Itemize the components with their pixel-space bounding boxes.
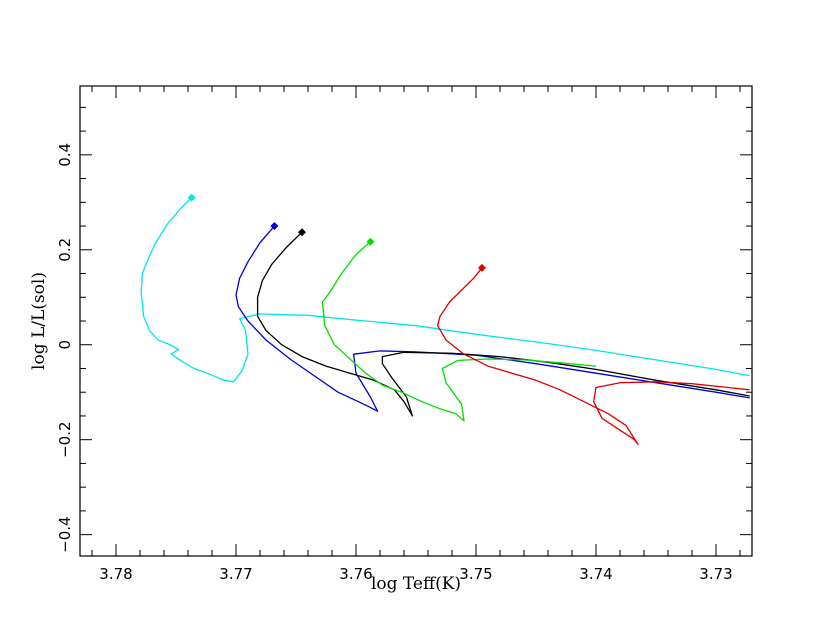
- y-tick-label: 0.2: [56, 238, 74, 262]
- tick-labels: 3.78 3.77 3.76 3.75 3.74 3.73 −0.4 −0.2 0 0.2 0.4: [56, 143, 733, 583]
- series-start-marker-3: [298, 228, 306, 237]
- series-track-1: [140, 197, 750, 383]
- series-start-marker-4: [366, 237, 375, 246]
- series-track-5: [436, 267, 750, 446]
- series-start-marker-2: [270, 222, 279, 231]
- plot-frame: [79, 85, 753, 557]
- x-tick-label: 3.73: [699, 565, 732, 583]
- y-tick-label: −0.4: [56, 516, 74, 552]
- series-track-2: [235, 225, 750, 412]
- y-tick-label: 0: [56, 340, 74, 350]
- y-tick-label: 0.4: [56, 143, 74, 167]
- x-tick-label: 3.78: [99, 565, 132, 583]
- y-tick-label: −0.2: [56, 421, 74, 457]
- x-axis-label: log Teff(K): [371, 574, 461, 594]
- series-start-marker-5: [478, 263, 486, 272]
- series-track-4: [321, 241, 597, 422]
- x-tick-label: 3.75: [459, 565, 492, 583]
- series-start-marker-1: [187, 193, 196, 202]
- x-tick-label: 3.77: [219, 565, 252, 583]
- x-tick-label: 3.74: [579, 565, 612, 583]
- x-tick-label: 3.76: [339, 565, 372, 583]
- series-layer: [140, 193, 750, 446]
- axis-ticks: [80, 86, 752, 556]
- y-axis-label: log L/L(sol): [29, 272, 49, 370]
